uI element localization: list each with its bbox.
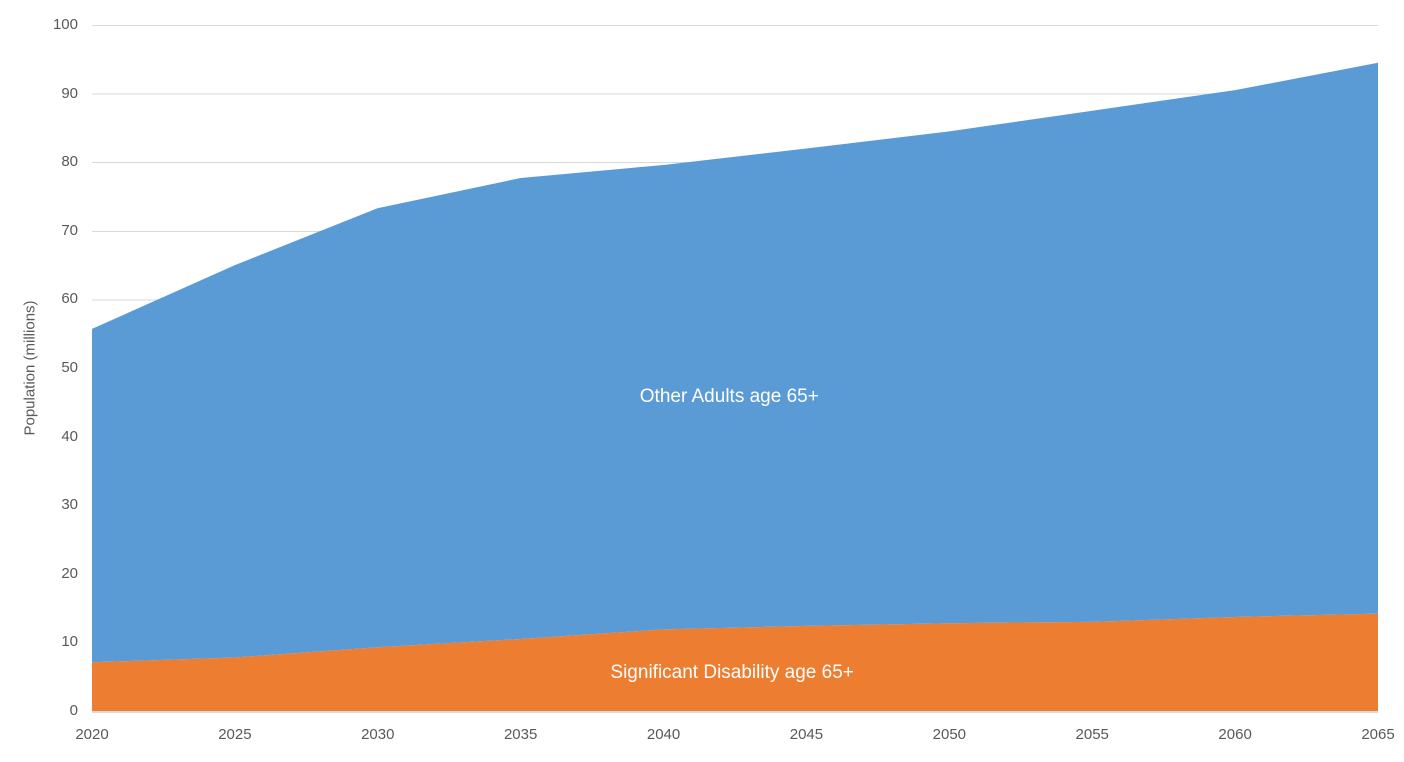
y-tick-label-90: 90 [61,84,78,102]
x-tick-label-2040: 2040 [646,726,681,743]
x-tick-label-2035: 2035 [503,726,538,743]
x-tick-label-2020: 2020 [75,726,109,743]
y-tick-label-80: 80 [61,153,78,171]
y-tick-label-70: 70 [61,221,78,239]
x-tick-label-2045: 2045 [789,726,824,743]
x-tick-label-2065: 2065 [1361,726,1395,743]
x-tick-label-2050: 2050 [932,726,967,743]
y-tick-label-60: 60 [61,290,78,308]
x-tick-label-2025: 2025 [218,726,252,743]
y-tick-label-50: 50 [61,359,78,376]
x-tick-label-2055: 2055 [1075,726,1109,743]
area-other-adults-age-65- [92,62,1378,663]
area-significant-disability-age-65- [92,613,1378,711]
x-tick-label-2030: 2030 [361,726,395,743]
y-tick-label-0: 0 [69,702,78,719]
series-label-other-adults-65plus: Other Adults age 65+ [639,385,819,407]
y-axis-title: Population (millions) [21,300,39,436]
y-tick-label-30: 30 [61,496,78,514]
y-tick-label-100: 100 [52,16,78,33]
y-tick-label-40: 40 [61,427,78,445]
y-tick-label-20: 20 [61,564,78,582]
y-tick-label-10: 10 [61,633,78,651]
x-tick-label-2060: 2060 [1218,726,1252,743]
series-label-significant-disability-65plus: Significant Disability age 65+ [610,662,854,684]
